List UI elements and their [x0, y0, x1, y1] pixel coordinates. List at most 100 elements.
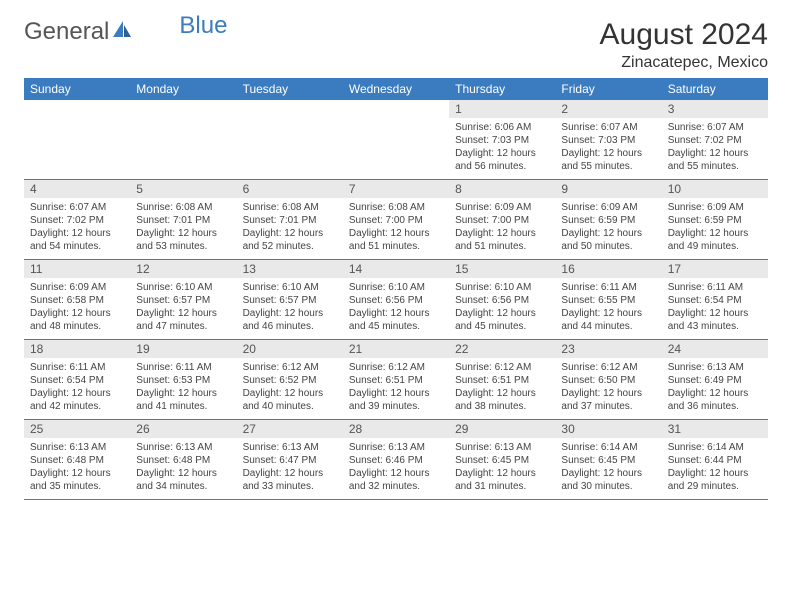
calendar-day: 30Sunrise: 6:14 AMSunset: 6:45 PMDayligh… — [555, 420, 661, 500]
calendar-day: 19Sunrise: 6:11 AMSunset: 6:53 PMDayligh… — [130, 340, 236, 420]
day-number: 31 — [662, 420, 768, 438]
calendar-day: 12Sunrise: 6:10 AMSunset: 6:57 PMDayligh… — [130, 260, 236, 340]
location: Zinacatepec, Mexico — [600, 54, 768, 72]
day-header: Sunday — [24, 78, 130, 100]
day-details: Sunrise: 6:08 AMSunset: 7:01 PMDaylight:… — [130, 198, 236, 259]
day-details: Sunrise: 6:11 AMSunset: 6:54 PMDaylight:… — [24, 358, 130, 419]
day-details: Sunrise: 6:08 AMSunset: 7:00 PMDaylight:… — [343, 198, 449, 259]
brand-logo: General Blue — [24, 18, 227, 46]
calendar-empty — [343, 100, 449, 180]
day-details: Sunrise: 6:13 AMSunset: 6:47 PMDaylight:… — [237, 438, 343, 499]
day-details: Sunrise: 6:06 AMSunset: 7:03 PMDaylight:… — [449, 118, 555, 179]
day-number: 13 — [237, 260, 343, 278]
calendar-row: 18Sunrise: 6:11 AMSunset: 6:54 PMDayligh… — [24, 340, 768, 420]
day-header: Friday — [555, 78, 661, 100]
day-details: Sunrise: 6:07 AMSunset: 7:03 PMDaylight:… — [555, 118, 661, 179]
calendar-day: 18Sunrise: 6:11 AMSunset: 6:54 PMDayligh… — [24, 340, 130, 420]
brand-part2: Blue — [179, 12, 227, 40]
day-number: 28 — [343, 420, 449, 438]
calendar-day: 17Sunrise: 6:11 AMSunset: 6:54 PMDayligh… — [662, 260, 768, 340]
day-details: Sunrise: 6:14 AMSunset: 6:44 PMDaylight:… — [662, 438, 768, 499]
calendar-row: 1Sunrise: 6:06 AMSunset: 7:03 PMDaylight… — [24, 100, 768, 180]
day-number: 6 — [237, 180, 343, 198]
day-details: Sunrise: 6:10 AMSunset: 6:57 PMDaylight:… — [237, 278, 343, 339]
day-number: 4 — [24, 180, 130, 198]
day-details: Sunrise: 6:09 AMSunset: 6:59 PMDaylight:… — [662, 198, 768, 259]
calendar-body: 1Sunrise: 6:06 AMSunset: 7:03 PMDaylight… — [24, 100, 768, 500]
calendar-empty — [237, 100, 343, 180]
day-details: Sunrise: 6:10 AMSunset: 6:56 PMDaylight:… — [449, 278, 555, 339]
day-number: 14 — [343, 260, 449, 278]
day-number: 16 — [555, 260, 661, 278]
day-number: 29 — [449, 420, 555, 438]
day-details: Sunrise: 6:07 AMSunset: 7:02 PMDaylight:… — [662, 118, 768, 179]
day-details: Sunrise: 6:11 AMSunset: 6:53 PMDaylight:… — [130, 358, 236, 419]
calendar-day: 31Sunrise: 6:14 AMSunset: 6:44 PMDayligh… — [662, 420, 768, 500]
calendar-day: 7Sunrise: 6:08 AMSunset: 7:00 PMDaylight… — [343, 180, 449, 260]
day-number: 3 — [662, 100, 768, 118]
calendar-day: 21Sunrise: 6:12 AMSunset: 6:51 PMDayligh… — [343, 340, 449, 420]
calendar-day: 11Sunrise: 6:09 AMSunset: 6:58 PMDayligh… — [24, 260, 130, 340]
calendar-table: SundayMondayTuesdayWednesdayThursdayFrid… — [24, 78, 768, 500]
day-number: 1 — [449, 100, 555, 118]
day-details: Sunrise: 6:12 AMSunset: 6:51 PMDaylight:… — [343, 358, 449, 419]
day-number: 20 — [237, 340, 343, 358]
day-details: Sunrise: 6:09 AMSunset: 7:00 PMDaylight:… — [449, 198, 555, 259]
day-details: Sunrise: 6:10 AMSunset: 6:56 PMDaylight:… — [343, 278, 449, 339]
day-number: 9 — [555, 180, 661, 198]
calendar-day: 29Sunrise: 6:13 AMSunset: 6:45 PMDayligh… — [449, 420, 555, 500]
header: General Blue August 2024 Zinacatepec, Me… — [24, 18, 768, 72]
sail-icon — [111, 18, 133, 46]
brand-part1: General — [24, 18, 109, 46]
calendar-day: 9Sunrise: 6:09 AMSunset: 6:59 PMDaylight… — [555, 180, 661, 260]
day-number: 27 — [237, 420, 343, 438]
calendar-day: 10Sunrise: 6:09 AMSunset: 6:59 PMDayligh… — [662, 180, 768, 260]
calendar-day: 5Sunrise: 6:08 AMSunset: 7:01 PMDaylight… — [130, 180, 236, 260]
day-number: 8 — [449, 180, 555, 198]
day-details: Sunrise: 6:13 AMSunset: 6:46 PMDaylight:… — [343, 438, 449, 499]
day-details: Sunrise: 6:13 AMSunset: 6:48 PMDaylight:… — [24, 438, 130, 499]
calendar-empty — [130, 100, 236, 180]
day-details: Sunrise: 6:07 AMSunset: 7:02 PMDaylight:… — [24, 198, 130, 259]
day-details: Sunrise: 6:13 AMSunset: 6:45 PMDaylight:… — [449, 438, 555, 499]
calendar-day: 23Sunrise: 6:12 AMSunset: 6:50 PMDayligh… — [555, 340, 661, 420]
day-number: 21 — [343, 340, 449, 358]
day-details: Sunrise: 6:11 AMSunset: 6:54 PMDaylight:… — [662, 278, 768, 339]
day-details: Sunrise: 6:13 AMSunset: 6:48 PMDaylight:… — [130, 438, 236, 499]
day-number: 18 — [24, 340, 130, 358]
calendar-day: 2Sunrise: 6:07 AMSunset: 7:03 PMDaylight… — [555, 100, 661, 180]
calendar-day: 15Sunrise: 6:10 AMSunset: 6:56 PMDayligh… — [449, 260, 555, 340]
day-number: 30 — [555, 420, 661, 438]
calendar-empty — [24, 100, 130, 180]
calendar-day: 20Sunrise: 6:12 AMSunset: 6:52 PMDayligh… — [237, 340, 343, 420]
day-details: Sunrise: 6:12 AMSunset: 6:50 PMDaylight:… — [555, 358, 661, 419]
day-details: Sunrise: 6:10 AMSunset: 6:57 PMDaylight:… — [130, 278, 236, 339]
calendar-day: 24Sunrise: 6:13 AMSunset: 6:49 PMDayligh… — [662, 340, 768, 420]
month-title: August 2024 — [600, 18, 768, 52]
calendar-day: 13Sunrise: 6:10 AMSunset: 6:57 PMDayligh… — [237, 260, 343, 340]
day-number: 15 — [449, 260, 555, 278]
calendar-day: 4Sunrise: 6:07 AMSunset: 7:02 PMDaylight… — [24, 180, 130, 260]
calendar-row: 11Sunrise: 6:09 AMSunset: 6:58 PMDayligh… — [24, 260, 768, 340]
day-number: 22 — [449, 340, 555, 358]
calendar-day: 14Sunrise: 6:10 AMSunset: 6:56 PMDayligh… — [343, 260, 449, 340]
day-number: 10 — [662, 180, 768, 198]
day-header: Wednesday — [343, 78, 449, 100]
calendar-day: 6Sunrise: 6:08 AMSunset: 7:01 PMDaylight… — [237, 180, 343, 260]
day-details: Sunrise: 6:09 AMSunset: 6:58 PMDaylight:… — [24, 278, 130, 339]
calendar-header-row: SundayMondayTuesdayWednesdayThursdayFrid… — [24, 78, 768, 100]
day-number: 24 — [662, 340, 768, 358]
day-number: 23 — [555, 340, 661, 358]
day-number: 12 — [130, 260, 236, 278]
day-header: Saturday — [662, 78, 768, 100]
calendar-day: 16Sunrise: 6:11 AMSunset: 6:55 PMDayligh… — [555, 260, 661, 340]
day-details: Sunrise: 6:12 AMSunset: 6:51 PMDaylight:… — [449, 358, 555, 419]
day-number: 2 — [555, 100, 661, 118]
day-number: 7 — [343, 180, 449, 198]
day-details: Sunrise: 6:09 AMSunset: 6:59 PMDaylight:… — [555, 198, 661, 259]
day-details: Sunrise: 6:12 AMSunset: 6:52 PMDaylight:… — [237, 358, 343, 419]
calendar-day: 22Sunrise: 6:12 AMSunset: 6:51 PMDayligh… — [449, 340, 555, 420]
day-number: 26 — [130, 420, 236, 438]
calendar-day: 25Sunrise: 6:13 AMSunset: 6:48 PMDayligh… — [24, 420, 130, 500]
calendar-day: 26Sunrise: 6:13 AMSunset: 6:48 PMDayligh… — [130, 420, 236, 500]
